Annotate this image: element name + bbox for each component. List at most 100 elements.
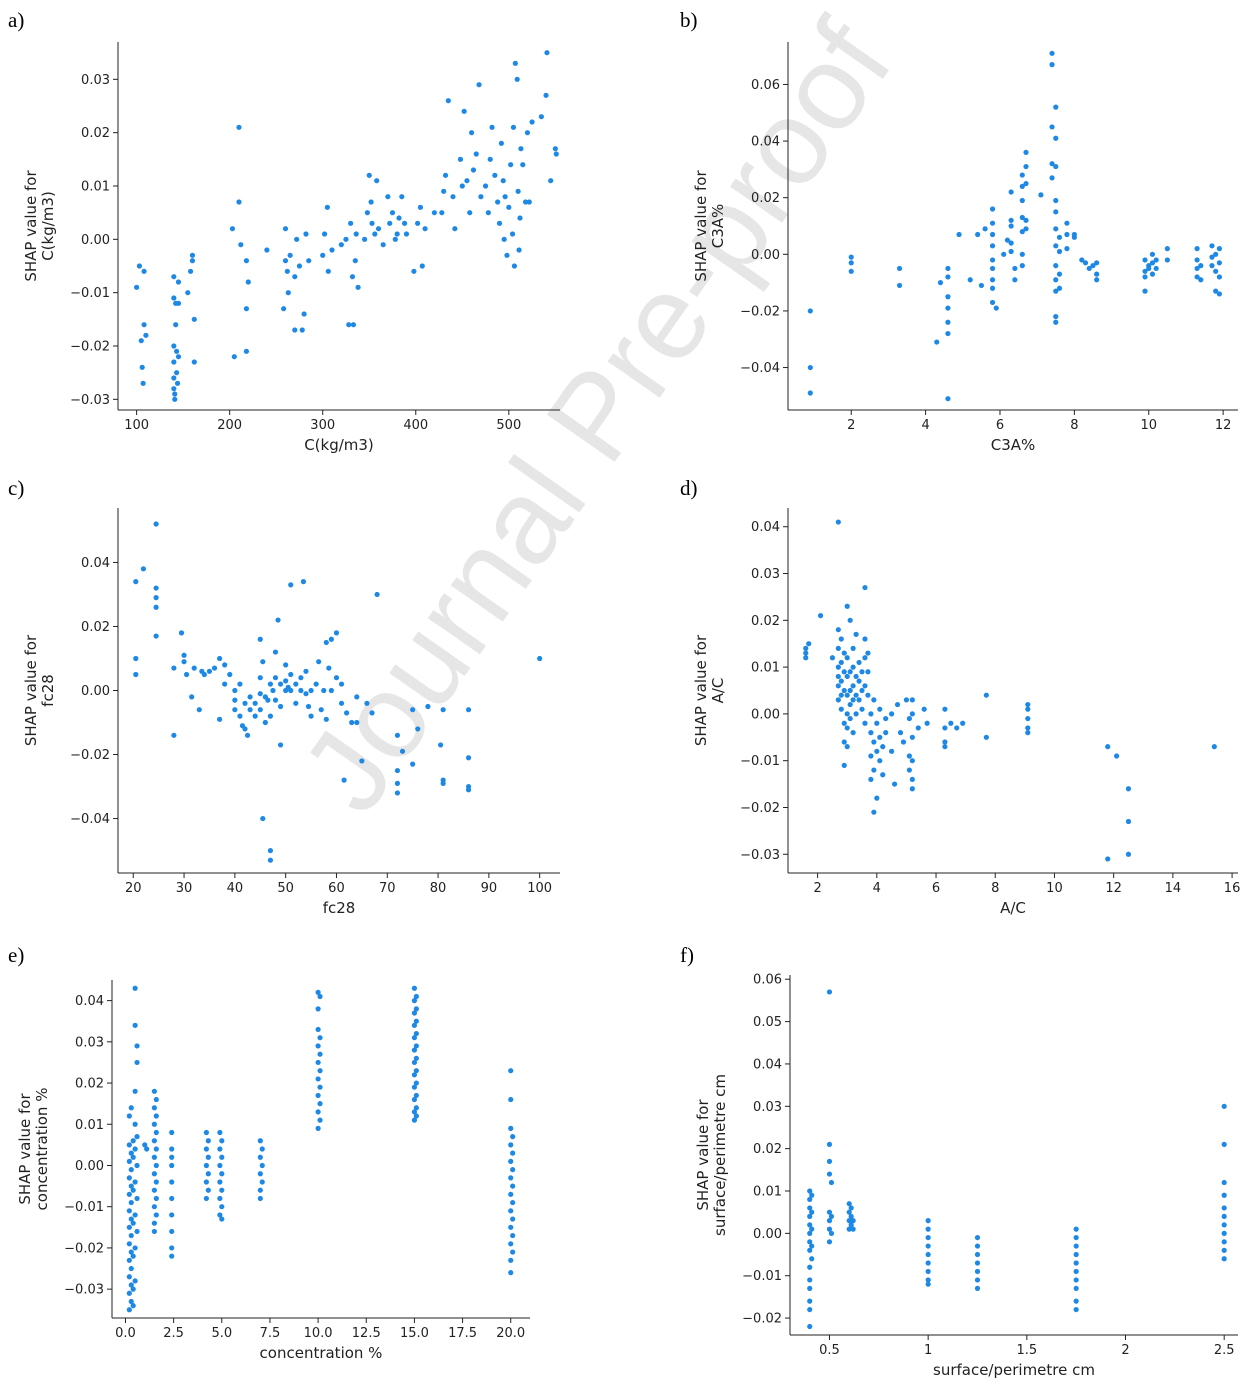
- y-tick-label: 0.02: [751, 191, 780, 206]
- data-point: [1164, 257, 1170, 263]
- data-point: [130, 1286, 136, 1292]
- data-point: [846, 1226, 852, 1232]
- data-point: [153, 1212, 159, 1218]
- y-axis-label: SHAP value forfc28: [22, 634, 57, 746]
- data-point: [838, 678, 844, 684]
- data-point: [1008, 217, 1014, 223]
- data-point: [189, 694, 195, 700]
- data-point: [308, 687, 314, 694]
- y-axis-label-line: SHAP value for: [22, 170, 40, 282]
- data-point: [126, 1158, 132, 1164]
- data-point: [1094, 271, 1100, 277]
- data-point: [189, 258, 196, 264]
- data-point: [301, 311, 307, 317]
- data-point: [924, 720, 930, 726]
- data-point: [508, 1158, 514, 1164]
- y-axis-label-line: concentration %: [33, 1088, 51, 1211]
- data-point: [841, 650, 847, 656]
- data-point: [441, 188, 447, 194]
- data-point: [838, 659, 844, 666]
- data-point: [508, 1270, 514, 1276]
- data-point: [464, 178, 470, 184]
- data-point: [317, 1117, 323, 1123]
- data-point: [306, 258, 312, 264]
- data-point: [1216, 291, 1223, 297]
- data-point: [1153, 265, 1159, 272]
- data-point: [411, 1109, 418, 1115]
- x-tick-label: 2: [813, 881, 821, 896]
- data-point: [1114, 753, 1120, 759]
- data-point: [1019, 183, 1025, 189]
- data-point: [871, 739, 877, 745]
- y-tick-label: 0.01: [753, 1185, 782, 1200]
- data-point: [231, 354, 237, 360]
- data-point: [267, 847, 274, 854]
- data-point: [260, 659, 266, 665]
- data-point: [807, 1196, 813, 1203]
- panel-label: c): [8, 476, 24, 500]
- y-tick-label: 0.04: [751, 520, 780, 535]
- data-point: [974, 1285, 981, 1292]
- data-point: [487, 156, 493, 162]
- data-point: [315, 1092, 321, 1099]
- data-point: [247, 694, 253, 700]
- data-point: [1073, 1260, 1079, 1266]
- data-point: [868, 711, 874, 717]
- data-point: [510, 1183, 516, 1189]
- data-point: [217, 1146, 223, 1152]
- data-point: [1012, 265, 1018, 272]
- data-point: [1008, 223, 1014, 229]
- data-point: [153, 1096, 159, 1103]
- data-point: [909, 786, 915, 792]
- subplot-a: a) 100 200 300 400 500 −0.03 −0.02 −0.01 0.00 0.01…: [8, 8, 560, 454]
- data-point: [130, 1187, 136, 1193]
- data-point: [126, 1241, 132, 1247]
- data-point: [222, 662, 228, 668]
- y-axis-label-line: SHAP value for: [22, 634, 40, 746]
- data-point: [859, 687, 865, 694]
- data-point: [171, 732, 177, 738]
- data-point: [1049, 62, 1055, 68]
- data-point: [989, 243, 996, 249]
- data-point: [217, 655, 223, 662]
- data-point: [865, 669, 871, 675]
- data-point: [937, 280, 944, 286]
- y-tick-label: 0.00: [81, 233, 110, 248]
- data-point: [425, 703, 431, 710]
- data-point: [508, 1208, 514, 1214]
- x-tick-label: 4: [873, 881, 881, 896]
- data-point: [1221, 1222, 1227, 1228]
- data-point: [320, 252, 326, 258]
- data-point: [1209, 263, 1215, 269]
- data-point: [967, 277, 973, 283]
- data-point: [974, 1243, 981, 1249]
- data-point: [862, 584, 868, 591]
- data-point: [431, 210, 437, 216]
- data-point: [877, 758, 883, 764]
- data-point: [809, 1243, 815, 1249]
- data-point: [132, 1245, 138, 1251]
- data-point: [364, 210, 370, 216]
- data-point: [809, 1192, 815, 1198]
- data-point: [175, 279, 182, 285]
- data-point: [317, 1035, 323, 1041]
- data-point: [126, 1191, 132, 1197]
- data-point: [394, 231, 400, 237]
- data-point: [315, 1109, 321, 1115]
- data-point: [1008, 248, 1014, 255]
- data-point: [439, 210, 445, 216]
- data-point: [1194, 246, 1200, 252]
- data-point: [897, 730, 904, 736]
- data-point: [288, 671, 294, 678]
- data-point: [894, 701, 901, 708]
- data-point: [906, 715, 912, 722]
- data-point: [130, 1154, 136, 1160]
- data-point: [925, 1251, 931, 1258]
- y-tick-label: 0.00: [753, 1227, 782, 1242]
- data-point: [476, 82, 482, 88]
- data-point: [275, 617, 281, 623]
- data-point: [411, 1047, 418, 1053]
- data-point: [411, 1084, 418, 1090]
- data-point: [126, 1142, 132, 1148]
- data-point: [874, 795, 880, 801]
